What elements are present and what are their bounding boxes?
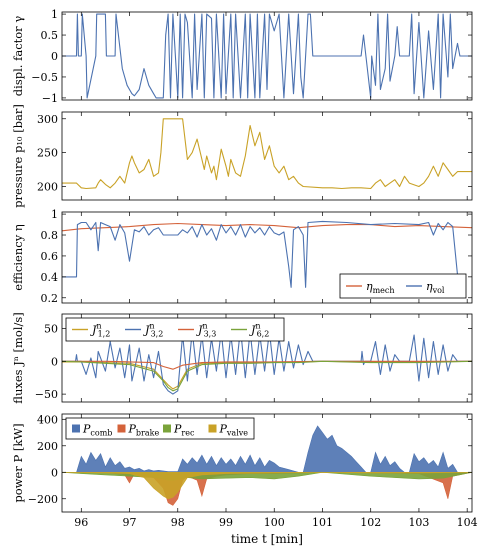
panel-3: 0.2 0.4 0.6 0.8 1 efficiency η ηmech ηvol xyxy=(11,208,473,305)
ytick-label: 200 xyxy=(37,440,58,453)
axes-frame xyxy=(61,313,473,403)
axes-frame xyxy=(61,413,473,513)
xtick-label: 99 xyxy=(219,516,233,529)
xtick-label: 103 xyxy=(408,516,429,529)
y-axis-label: pressure p₁₀ [bar] xyxy=(11,104,25,208)
ytick-label: 0.5 xyxy=(41,29,59,42)
ytick-label: 0.6 xyxy=(41,250,59,263)
y-axis-label: efficiency η xyxy=(11,224,25,291)
axes-frame xyxy=(61,111,473,201)
ytick-label: −200 xyxy=(28,493,58,506)
series-Jn12 xyxy=(62,360,472,390)
legend-label: Pcomb xyxy=(82,423,112,438)
plot-area xyxy=(62,220,472,288)
plot-area xyxy=(62,425,472,506)
ytick-label: 300 xyxy=(37,113,58,126)
ytick-label: −1 xyxy=(42,92,58,105)
legend-label: Pvalve xyxy=(219,423,249,438)
legend: ηmech ηvol xyxy=(339,273,467,299)
plot-area xyxy=(62,118,472,190)
ytick-label: 50 xyxy=(44,322,58,335)
legend-label: Prec xyxy=(173,423,195,438)
series-Jn62 xyxy=(62,360,472,392)
ytick-label: 0 xyxy=(51,50,58,63)
xtick-label: 97 xyxy=(123,516,137,529)
series-1 xyxy=(62,118,472,190)
legend-swatch xyxy=(72,424,80,433)
xtick-label: 98 xyxy=(171,516,185,529)
legend-label: Pbrake xyxy=(128,423,160,438)
ytick-label: −50 xyxy=(35,388,58,401)
series-mech xyxy=(62,222,472,232)
ytick-label: 250 xyxy=(37,147,58,160)
y-axis-label: displ. factor γ xyxy=(11,16,25,97)
legend-box xyxy=(65,417,255,440)
legend-swatch xyxy=(208,424,217,433)
xtick-label: 101 xyxy=(312,516,333,529)
legend-box xyxy=(65,317,285,342)
xtick-label: 96 xyxy=(74,516,88,529)
panel-2: 200 250 300 pressure p₁₀ [bar] xyxy=(11,104,473,208)
y-axis-label: fluxes Jⁿ [mol/s] xyxy=(11,312,25,403)
legend-label: Jn 3,2 xyxy=(143,322,163,339)
xtick-label: 100 xyxy=(264,516,285,529)
ytick-label: 400 xyxy=(37,413,58,426)
y-axis-label: power P [kW] xyxy=(11,423,25,502)
legend: Pcomb Pbrake Prec Pvalve xyxy=(65,417,255,440)
series-1 xyxy=(62,13,472,99)
ytick-label: 0 xyxy=(51,355,58,368)
plot-area xyxy=(62,13,472,99)
xtick-label: 104 xyxy=(457,516,478,529)
ytick-label: 0.4 xyxy=(41,271,59,284)
legend-swatch xyxy=(163,424,171,433)
legend-swatch xyxy=(117,424,126,433)
ytick-label: 0.2 xyxy=(41,292,59,305)
legend: Jn 1,2 Jn 3,2 Jn 3,3 Jn 6,2 xyxy=(65,317,285,342)
ytick-label: 1 xyxy=(51,8,58,21)
legend-label: Jn 1,2 xyxy=(90,322,110,339)
series-Pcomb xyxy=(62,425,472,473)
ytick-label: 1 xyxy=(51,208,58,221)
series-vol xyxy=(62,220,459,288)
legend-label: Jn 3,3 xyxy=(196,322,216,339)
plot-area xyxy=(62,327,472,395)
ytick-label: −0.5 xyxy=(31,71,58,84)
ytick-label: 200 xyxy=(37,180,58,193)
series-Jn33 xyxy=(62,360,472,370)
axes-frame xyxy=(61,211,473,304)
panel-5: −200 0 200 400 96 97 98 99 100 101 102 103 104 power … xyxy=(11,413,478,546)
series-Jn32 xyxy=(62,327,472,395)
legend-label: ηvol xyxy=(426,280,445,295)
panel-1: −1 −0.5 0 0.5 1 displ. factor γ xyxy=(11,8,473,105)
xtick-label: 102 xyxy=(360,516,381,529)
x-axis-label: time t [min] xyxy=(231,532,303,546)
ytick-label: 0 xyxy=(51,466,58,479)
series-Pvalve xyxy=(62,471,472,500)
legend-label: Jn 6,2 xyxy=(249,322,269,339)
legend-label: ηmech xyxy=(366,280,395,295)
ytick-label: 0.8 xyxy=(41,229,59,242)
